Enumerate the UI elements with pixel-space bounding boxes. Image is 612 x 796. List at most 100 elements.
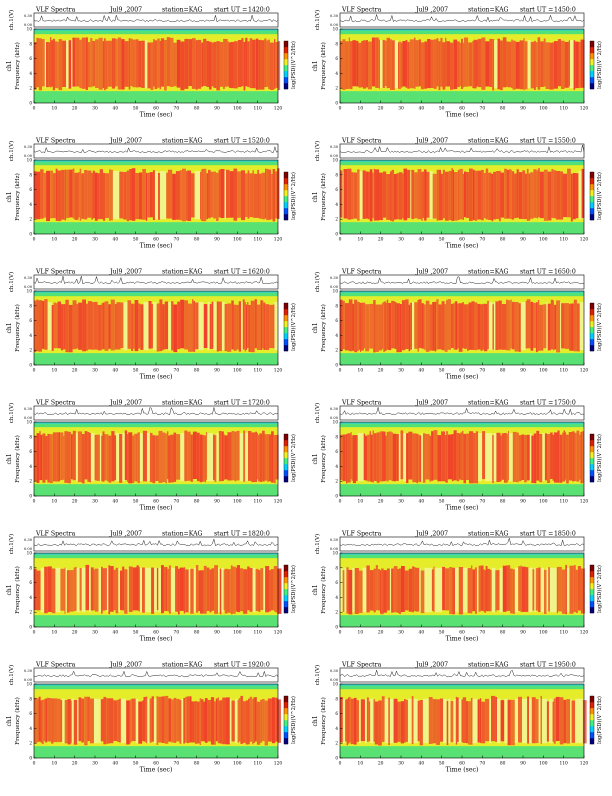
colorbar-segment	[590, 452, 594, 459]
start-ut-value: 1650:0	[554, 269, 576, 276]
frequency-axis-label: Frequency (kHz)	[14, 566, 21, 614]
spec-burst-column	[72, 300, 77, 350]
spec-burst-column	[97, 173, 100, 220]
spec-gap-column	[359, 698, 361, 744]
spec-burst-column	[442, 42, 446, 90]
spec-burst-column	[447, 434, 452, 480]
start-label: start UT =	[520, 138, 553, 145]
spec-burst-column	[165, 566, 168, 611]
spec-burst-column	[547, 434, 551, 483]
spec-burst-column	[241, 38, 244, 87]
spec-burst-column	[441, 431, 445, 482]
spec-burst-column	[142, 700, 144, 741]
x-tick-label: 90	[520, 369, 526, 374]
spec-burst-column	[567, 168, 571, 218]
spec-burst-column	[492, 304, 494, 350]
spec-burst-column	[411, 696, 414, 745]
spec-burst-column	[237, 699, 239, 743]
spec-burst-column	[512, 431, 517, 482]
spec-low-band	[340, 222, 584, 234]
spec-burst-column	[258, 173, 262, 219]
panel-date: Jul9 ,2007	[415, 138, 448, 145]
x-tick-label: 40	[113, 631, 119, 636]
spec-burst-column	[383, 301, 385, 352]
spec-burst-column	[48, 42, 51, 87]
spec-burst-column	[107, 434, 109, 482]
spec-gap-column	[76, 567, 80, 613]
panel-station: station=KAG	[162, 269, 203, 276]
spec-burst-column	[116, 39, 118, 87]
panel-title: VLF Spectra	[341, 662, 382, 669]
spec-burst-column	[482, 431, 486, 480]
spec-burst-column	[261, 172, 266, 220]
spec-burst-column	[129, 169, 132, 221]
start-ut-value: 1750:0	[554, 400, 576, 407]
spec-burst-column	[34, 435, 37, 482]
spec-gap-column	[528, 567, 530, 613]
panel-date: Jul9 ,2007	[109, 7, 142, 14]
spec-top-band	[340, 291, 584, 297]
colorbar-segment	[590, 440, 594, 447]
spec-burst-column	[203, 701, 205, 742]
spec-burst-column	[186, 696, 190, 744]
panel-station: station=KAG	[468, 400, 509, 407]
spectrogram-image	[34, 684, 281, 758]
y-tick-label: 10	[27, 289, 33, 294]
spec-burst-column	[236, 565, 240, 613]
spec-burst-column	[530, 301, 534, 351]
spec-burst-column	[466, 433, 469, 480]
spec-burst-column	[149, 432, 153, 483]
colorbar-segment	[284, 601, 288, 608]
panel-title: VLF Spectra	[35, 662, 76, 669]
spec-burst-column	[159, 299, 163, 352]
spec-burst-column	[352, 303, 355, 351]
y-tick-label: 4	[29, 71, 32, 76]
spec-top-band	[34, 291, 278, 297]
spec-burst-column	[462, 174, 464, 220]
spec-burst-column	[385, 435, 387, 481]
colorbar-segment	[590, 327, 594, 334]
spec-burst-column	[532, 569, 535, 611]
spec-burst-column	[399, 41, 401, 90]
x-tick-label: 110	[253, 500, 262, 505]
wave-tick-label: 0.00	[330, 154, 339, 158]
spec-burst-column	[543, 304, 547, 349]
spec-burst-column	[209, 41, 212, 90]
spec-burst-column	[93, 301, 98, 350]
spec-gap-column	[434, 567, 439, 613]
spec-burst-column	[149, 172, 153, 218]
spec-burst-column	[63, 304, 66, 350]
spec-gap-column	[209, 433, 214, 482]
spec-burst-column	[222, 697, 226, 745]
spectrogram-panel: VLF Spectra Jul9 ,2007 station=KAG start UT…	[6, 269, 297, 381]
spec-burst-column	[247, 170, 250, 219]
spec-burst-column	[197, 39, 202, 89]
spec-burst-column	[223, 434, 225, 480]
wave-tick-label: 0.30	[330, 145, 339, 149]
spec-burst-column	[268, 39, 270, 89]
spec-burst-column	[521, 434, 525, 480]
spec-burst-column	[382, 431, 384, 482]
spec-burst-column	[471, 565, 473, 614]
spec-burst-column	[523, 38, 525, 91]
spec-burst-column	[391, 568, 394, 613]
x-tick-label: 40	[113, 107, 119, 112]
spec-gap-column	[81, 567, 86, 613]
y-tick-label: 2	[29, 348, 32, 353]
x-tick-label: 60	[153, 500, 159, 505]
colorbar-frame	[283, 695, 289, 745]
spec-gap-column	[472, 698, 475, 744]
spec-burst-column	[75, 566, 77, 611]
channel-label: ch1	[312, 60, 319, 71]
spec-burst-column	[576, 430, 580, 482]
spec-burst-column	[418, 39, 421, 87]
frequency-axis-label: Frequency (kHz)	[320, 173, 327, 221]
spec-burst-column	[261, 40, 265, 90]
spec-burst-column	[356, 700, 360, 742]
y-tick-label: 0	[335, 232, 338, 237]
channel-label: ch1	[6, 322, 13, 333]
x-tick-label: 70	[480, 631, 486, 636]
spec-burst-column	[444, 304, 446, 352]
spec-burst-column	[386, 174, 391, 220]
spec-burst-column	[475, 567, 477, 614]
